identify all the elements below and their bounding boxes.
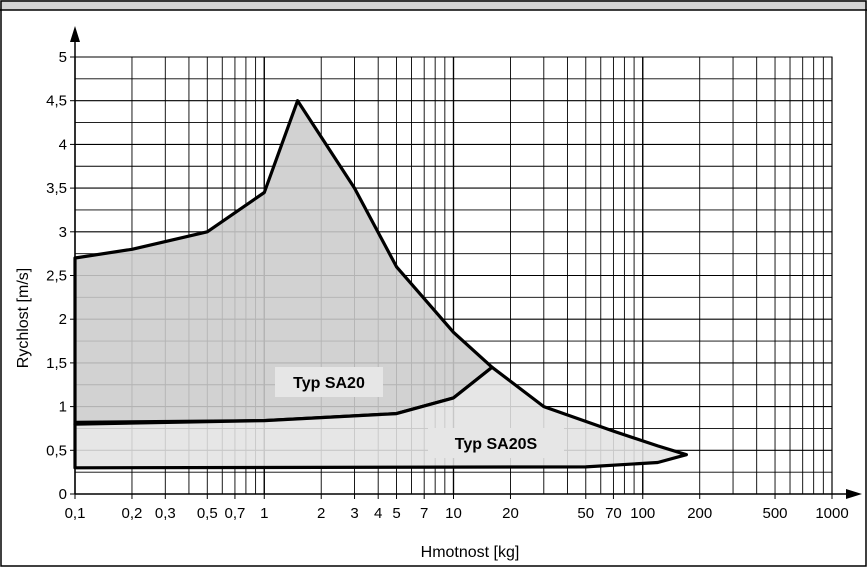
x-tick-label: 2 — [317, 505, 325, 522]
x-tick-label: 0,2 — [122, 505, 143, 522]
x-tick-label: 10 — [445, 505, 462, 522]
region-label-box — [428, 428, 564, 458]
y-tick-label: 4,5 — [46, 93, 67, 110]
y-tick-label: 1,5 — [46, 355, 67, 372]
x-tick-label: 200 — [687, 505, 712, 522]
y-axis-arrow-icon — [70, 26, 80, 42]
region-labels: Typ SA20 Typ SA20S — [275, 367, 564, 458]
y-axis-label: Rychlost [m/s] — [15, 268, 32, 368]
x-tick-label: 50 — [577, 505, 594, 522]
y-tick-label: 3,5 — [46, 180, 67, 197]
x-axis-arrow-icon — [846, 489, 862, 499]
x-tick-label: 1000 — [815, 505, 848, 522]
axes — [70, 26, 862, 499]
y-tick-label: 2 — [59, 311, 67, 328]
region-label: Typ SA20 — [293, 375, 365, 392]
x-tick-label: 100 — [630, 505, 655, 522]
x-tick-label: 20 — [502, 505, 519, 522]
x-tick-label: 7 — [420, 505, 428, 522]
tick-labels: 0,1 0,2 0,3 0,5 0,7 1 2 3 4 5 7 10 20 50 70 100 200 500 10… — [46, 49, 849, 522]
x-axis-label: Hmotnost [kg] — [421, 544, 520, 561]
x-tick-label: 0,5 — [197, 505, 218, 522]
y-tick-label: 0 — [59, 486, 67, 503]
x-tick-label: 0,7 — [225, 505, 246, 522]
y-tick-label: 0,5 — [46, 442, 67, 459]
y-tick-label: 3 — [59, 224, 67, 241]
x-tick-label: 1 — [260, 505, 268, 522]
region-label-box — [275, 367, 383, 397]
y-tick-label: 2,5 — [46, 268, 67, 285]
header-bar — [0, 0, 867, 10]
x-tick-label: 0,1 — [65, 505, 86, 522]
x-tick-label: 5 — [392, 505, 400, 522]
x-tick-label: 3 — [350, 505, 358, 522]
x-tick-label: 500 — [763, 505, 788, 522]
region-label: Typ SA20S — [455, 436, 538, 453]
x-tick-label: 0,3 — [155, 505, 176, 522]
x-tick-label: 70 — [605, 505, 622, 522]
y-tick-label: 4 — [59, 136, 67, 153]
y-tick-label: 1 — [59, 399, 67, 416]
x-tick-label: 4 — [374, 505, 382, 522]
y-tick-label: 5 — [59, 49, 67, 66]
